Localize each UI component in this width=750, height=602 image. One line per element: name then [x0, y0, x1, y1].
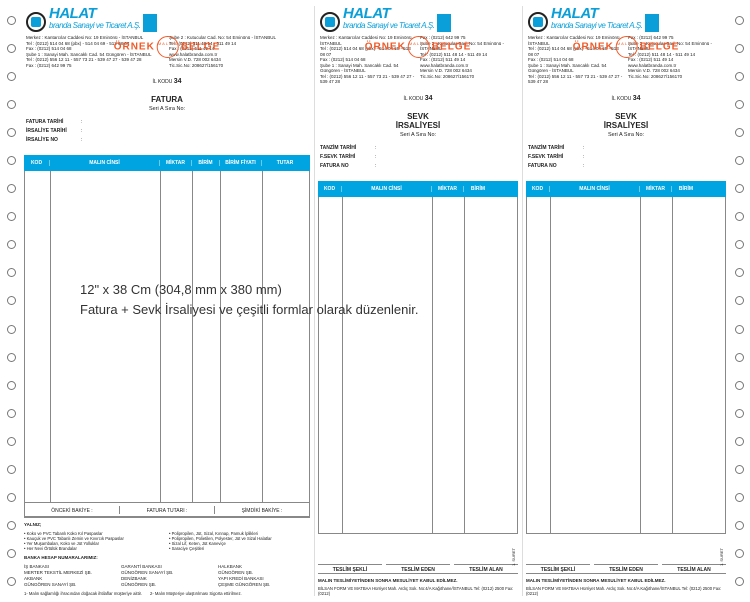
sprocket-right: [730, 0, 748, 602]
fields: FATURA TARİHİ:İRSALİYE TARİHİ:İRSALİYE N…: [26, 118, 308, 145]
foot-notes: 1- Malın sağlamlığı ihracından doğacak i…: [24, 591, 310, 596]
signatures: TESLİM ŞEKLİTESLİM EDENTESLİM ALAN: [526, 564, 726, 573]
il-kodu: İL KODU 34: [320, 95, 516, 102]
gear-icon: [320, 12, 340, 32]
suret: 1. SURET: [511, 548, 516, 566]
footer-addr: BİLSAN FORM VE MATBAA Hürriyet Mah. Ardı…: [526, 586, 726, 596]
sprocket-left: [2, 0, 20, 602]
doc-title: SEVKİRSALİYESİ: [528, 112, 724, 130]
overlay-caption: 12" x 38 Cm (304,8 mm x 380 mm) Fatura +…: [80, 280, 419, 320]
signatures: TESLİM ŞEKLİTESLİM EDENTESLİM ALAN: [318, 564, 518, 573]
banks: İŞ BANKASIMERTER TEKSTİL MERKEZİ ŞB.AKBA…: [24, 564, 310, 588]
il-kodu: İL KODU 34: [528, 95, 724, 102]
sample-stamp: ÖRNEKMALİYE T.C. ONAYIBELGE: [114, 36, 221, 58]
logo: HALATbranda Sanayi ve Ticaret A.Ş.: [26, 8, 308, 32]
yalniz: YALNIZ;: [24, 522, 310, 527]
table-body: [526, 197, 726, 535]
building-icon: [437, 14, 451, 32]
brand-name: HALATbranda Sanayi ve Ticaret A.Ş.: [551, 8, 642, 32]
doc-title: SEVKİRSALİYESİ: [320, 112, 516, 130]
il-kodu: İL KODU 34: [26, 78, 308, 85]
doc-title: FATURA: [26, 95, 308, 104]
footer-addr: BİLSAN FORM VE MATBAA Hürriyet Mah. Ardı…: [318, 586, 518, 596]
table-header: KODMALIN CİNSİMİKTARBİRİMBİRİM FİYATITUT…: [24, 155, 310, 171]
building-icon: [645, 14, 659, 32]
logo: HALATbranda Sanayi ve Ticaret A.Ş.: [528, 8, 724, 32]
serial: Seri A Sıra No:: [320, 132, 516, 138]
products: • Koko ve PVC Tabanlı Koko Kıl Paspaslar…: [24, 531, 310, 551]
building-icon: [143, 14, 157, 32]
table-body: [318, 197, 518, 535]
table-body: [24, 171, 310, 503]
brand-sub: branda Sanayi ve Ticaret A.Ş.: [551, 20, 642, 32]
totals-row: ÖNCEKİ BAKİYE :FATURA TUTARI :ŞİMDİKİ BA…: [24, 503, 310, 517]
fields: TANZİM TARİHİ:F.SEVK TARİHİ:FATURA NO:: [320, 144, 516, 171]
gear-icon: [528, 12, 548, 32]
sample-stamp: ÖRNEKMALİYE T.C. ONAYIBELGE: [573, 36, 680, 58]
brand-name: HALATbranda Sanayi ve Ticaret A.Ş.: [343, 8, 434, 32]
form-2: HALATbranda Sanayi ve Ticaret A.Ş. Merke…: [522, 6, 726, 596]
banks-title: BANKA HESAP NUMARALARIMIZ:: [24, 555, 310, 560]
fields: TANZİM TARİHİ:F.SEVK TARİHİ:FATURA NO:: [528, 144, 724, 171]
overlay-line2: Fatura + Sevk İrsaliyesi ve çeşitli form…: [80, 300, 419, 320]
gear-icon: [26, 12, 46, 32]
suret: 1. SURET: [719, 548, 724, 566]
table-header: KODMALIN CİNSİMİKTARBİRİM: [526, 181, 726, 197]
table-header: KODMALIN CİNSİMİKTARBİRİM: [318, 181, 518, 197]
brand-sub: branda Sanayi ve Ticaret A.Ş.: [343, 20, 434, 32]
overlay-line1: 12" x 38 Cm (304,8 mm x 380 mm): [80, 280, 419, 300]
brand-sub: branda Sanayi ve Ticaret A.Ş.: [49, 20, 140, 32]
brand-name: HALATbranda Sanayi ve Ticaret A.Ş.: [49, 8, 140, 32]
disclaimer: MALIN TESLİMİYETİNDEN SONRA MESULİYET KA…: [318, 578, 518, 583]
serial: Seri A Sıra No:: [528, 132, 724, 138]
disclaimer: MALIN TESLİMİYETİNDEN SONRA MESULİYET KA…: [526, 578, 726, 583]
sample-stamp: ÖRNEKMALİYE T.C. ONAYIBELGE: [365, 36, 472, 58]
serial: Seri A Sıra No:: [26, 106, 308, 112]
logo: HALATbranda Sanayi ve Ticaret A.Ş.: [320, 8, 516, 32]
